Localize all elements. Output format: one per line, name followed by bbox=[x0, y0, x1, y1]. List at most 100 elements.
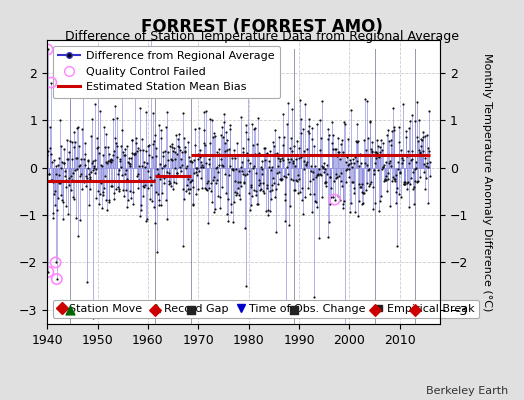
Point bbox=[276, 156, 284, 162]
Point bbox=[80, 151, 89, 158]
Point bbox=[196, 147, 204, 153]
Point bbox=[141, 109, 150, 115]
Point bbox=[85, 176, 94, 182]
Point bbox=[62, 183, 70, 190]
Point bbox=[132, 140, 140, 146]
Point bbox=[254, 150, 263, 156]
Point bbox=[290, 143, 299, 149]
Point bbox=[148, 198, 157, 204]
Point bbox=[336, 140, 345, 147]
Point bbox=[58, 159, 67, 166]
Point bbox=[229, 167, 237, 173]
Point bbox=[387, 162, 395, 169]
Point bbox=[403, 152, 411, 159]
Point bbox=[346, 156, 354, 163]
Point bbox=[280, 133, 288, 140]
Point bbox=[227, 166, 236, 172]
Point bbox=[258, 171, 267, 177]
Point bbox=[361, 160, 369, 166]
Point bbox=[73, 166, 82, 172]
Point bbox=[107, 182, 115, 189]
Point bbox=[237, 164, 245, 170]
Point bbox=[229, 218, 237, 225]
Point bbox=[86, 169, 95, 175]
Point bbox=[154, 191, 162, 198]
Point bbox=[310, 294, 318, 300]
Point bbox=[331, 171, 340, 177]
Point bbox=[123, 204, 131, 210]
Point bbox=[380, 162, 388, 168]
Point bbox=[82, 175, 91, 181]
Point bbox=[293, 172, 302, 178]
Point bbox=[414, 138, 422, 144]
Point bbox=[151, 153, 160, 160]
Point bbox=[211, 132, 219, 139]
Point bbox=[114, 171, 122, 177]
Point bbox=[145, 142, 154, 148]
Point bbox=[43, 46, 52, 53]
Point bbox=[332, 174, 340, 181]
Point bbox=[265, 188, 274, 194]
Point bbox=[119, 192, 128, 199]
Point bbox=[114, 184, 123, 191]
Point bbox=[308, 136, 316, 142]
Point bbox=[361, 152, 369, 158]
Point bbox=[45, 171, 53, 177]
Point bbox=[115, 186, 123, 192]
Point bbox=[296, 189, 304, 195]
Point bbox=[220, 119, 228, 125]
Point bbox=[235, 179, 244, 186]
Point bbox=[102, 159, 110, 165]
Point bbox=[315, 171, 324, 177]
Point bbox=[278, 176, 286, 182]
Point bbox=[127, 155, 135, 162]
Point bbox=[161, 123, 170, 130]
Point bbox=[203, 186, 211, 193]
Point bbox=[168, 144, 177, 150]
Point bbox=[423, 160, 431, 166]
Point bbox=[301, 101, 310, 107]
Point bbox=[43, 152, 51, 158]
Point bbox=[267, 182, 276, 188]
Point bbox=[304, 116, 313, 122]
Point bbox=[395, 124, 403, 131]
Point bbox=[82, 183, 90, 189]
Point bbox=[156, 176, 164, 182]
Point bbox=[315, 166, 323, 172]
Point bbox=[302, 146, 311, 152]
Point bbox=[139, 183, 147, 190]
Point bbox=[323, 126, 332, 132]
Point bbox=[152, 189, 161, 195]
Point bbox=[250, 187, 258, 194]
Point bbox=[109, 152, 117, 159]
Point bbox=[320, 180, 329, 186]
Point bbox=[97, 205, 106, 211]
Point bbox=[197, 164, 205, 171]
Point bbox=[44, 269, 52, 275]
Point bbox=[193, 156, 202, 162]
Point bbox=[339, 205, 347, 212]
Point bbox=[281, 218, 289, 224]
Point bbox=[74, 233, 82, 239]
Point bbox=[187, 158, 195, 165]
Point bbox=[144, 185, 152, 192]
Point bbox=[193, 165, 201, 172]
Point bbox=[202, 186, 211, 192]
Point bbox=[105, 151, 114, 158]
Point bbox=[319, 164, 327, 171]
Point bbox=[242, 129, 250, 136]
Point bbox=[99, 192, 107, 199]
Point bbox=[382, 177, 390, 184]
Point bbox=[363, 162, 371, 168]
Point bbox=[400, 181, 409, 187]
Point bbox=[84, 171, 93, 177]
Point bbox=[333, 153, 341, 160]
Point bbox=[192, 191, 201, 197]
Point bbox=[233, 152, 242, 158]
Point bbox=[93, 144, 102, 150]
Point bbox=[113, 115, 122, 122]
Point bbox=[78, 126, 86, 132]
Point bbox=[266, 148, 274, 154]
Point bbox=[184, 176, 192, 182]
Point bbox=[243, 150, 252, 156]
